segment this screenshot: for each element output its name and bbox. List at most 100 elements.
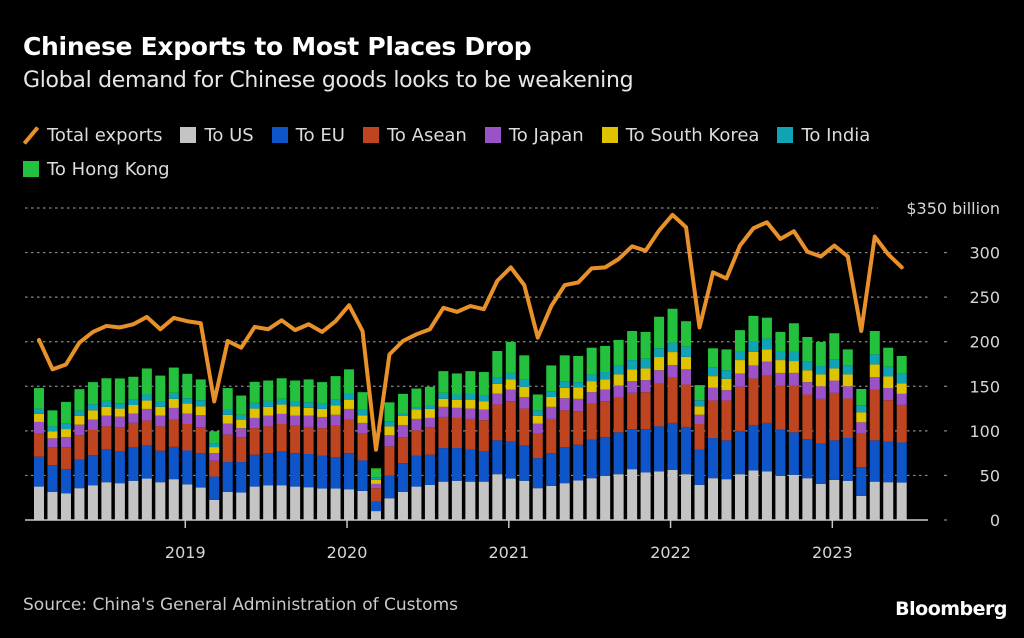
bar-to-asean	[883, 400, 894, 442]
bar-to-asean	[290, 425, 301, 454]
bar-to-eu	[829, 440, 840, 480]
bar-to-eu	[303, 454, 314, 488]
bar-to-india	[263, 400, 274, 407]
bar-to-south-korea	[573, 387, 584, 399]
bar-to-asean	[667, 377, 678, 423]
bar-to-asean	[708, 400, 718, 439]
bar-to-india	[276, 398, 287, 405]
bar-to-eu	[276, 451, 287, 486]
bar-to-japan	[222, 423, 233, 435]
bar-to-us	[721, 479, 732, 520]
bar-to-eu	[627, 429, 638, 470]
bar-to-eu	[761, 422, 772, 472]
bar-to-us	[101, 482, 112, 520]
bar-stack	[168, 367, 179, 520]
legend-label: To EU	[295, 124, 345, 146]
bar-to-us	[249, 486, 260, 520]
bar-to-us	[303, 487, 314, 520]
bar-to-japan	[411, 418, 422, 431]
bar-to-us	[842, 480, 853, 520]
bar-stack	[438, 371, 449, 520]
bar-to-asean	[74, 435, 85, 460]
bar-to-hong-kong	[667, 308, 678, 343]
bar-stack	[788, 323, 799, 520]
bar-to-japan	[236, 428, 247, 438]
bar-to-eu	[586, 439, 597, 479]
bar-to-south-korea	[195, 406, 206, 416]
bar-to-south-korea	[613, 374, 624, 386]
bar-to-us	[478, 481, 489, 520]
bar-to-eu	[222, 462, 233, 492]
bar-to-south-korea	[802, 370, 813, 383]
bar-stack	[478, 372, 489, 520]
bar-to-us	[424, 484, 435, 520]
bar-to-japan	[424, 417, 435, 428]
bar-to-eu	[788, 432, 799, 475]
y-tick-label: $350 billion	[906, 199, 1000, 218]
bar-to-hong-kong	[869, 331, 880, 355]
bar-to-japan	[182, 413, 193, 424]
bar-to-india	[708, 367, 718, 377]
legend: Total exports To US To EU To Asean To Ja…	[23, 122, 1003, 182]
bar-to-hong-kong	[344, 369, 355, 394]
bar-to-hong-kong	[681, 321, 692, 347]
legend-item-us: To US	[180, 122, 254, 148]
bar-to-eu	[114, 451, 125, 484]
bar-to-asean	[249, 428, 260, 455]
bar-stack	[842, 349, 853, 520]
legend-item-total-exports: Total exports	[23, 122, 162, 148]
bar-to-eu	[802, 439, 813, 479]
bar-to-asean	[600, 401, 611, 438]
bar-stack	[317, 382, 328, 520]
square-swatch-icon	[777, 127, 794, 143]
bar-to-south-korea	[721, 378, 732, 391]
bar-to-india	[60, 423, 71, 430]
bar-to-asean	[222, 434, 233, 463]
bar-to-hong-kong	[357, 392, 368, 410]
bar-to-hong-kong	[586, 347, 597, 375]
bar-to-south-korea	[586, 381, 597, 393]
bar-to-hong-kong	[546, 365, 557, 392]
bar-to-eu	[896, 442, 907, 483]
bar-to-japan	[87, 419, 98, 430]
bar-to-asean	[344, 419, 355, 454]
bar-to-asean	[573, 411, 584, 445]
bar-to-hong-kong	[492, 350, 503, 378]
bar-to-japan	[478, 409, 489, 421]
bar-to-india	[303, 402, 314, 408]
bar-to-south-korea	[101, 406, 112, 416]
bar-to-eu	[654, 426, 665, 472]
y-axis: 0 50 100 150 200 250 300 $350 billion	[906, 199, 1000, 530]
bar-stack	[896, 355, 907, 520]
bar-to-hong-kong	[141, 368, 152, 395]
bar-to-asean	[559, 410, 570, 448]
bar-stack	[802, 336, 813, 520]
bar-to-japan	[546, 406, 557, 419]
bar-to-eu	[101, 449, 112, 483]
bar-to-india	[344, 393, 355, 400]
bar-to-south-korea	[505, 379, 516, 390]
bar-to-asean	[87, 429, 98, 456]
bar-to-hong-kong	[424, 386, 435, 406]
bar-to-asean	[775, 385, 786, 430]
y-tick-label: 250	[969, 288, 1000, 307]
bar-stacks	[34, 308, 907, 520]
bar-to-hong-kong	[114, 378, 125, 404]
bar-to-asean	[60, 447, 71, 470]
bar-to-asean	[654, 383, 665, 427]
bar-to-india	[424, 405, 435, 409]
legend-item-south-korea: To South Korea	[601, 122, 759, 148]
bar-to-japan	[829, 380, 840, 393]
x-tick-label: 2022	[650, 543, 691, 562]
bar-to-japan	[303, 415, 314, 427]
legend-label: To US	[204, 124, 254, 146]
bar-to-japan	[330, 414, 341, 426]
bar-stack	[600, 345, 611, 520]
bar-to-south-korea	[815, 374, 826, 387]
bar-to-south-korea	[788, 361, 799, 373]
bar-to-eu	[438, 448, 449, 482]
bar-to-us	[734, 474, 745, 520]
bar-to-japan	[802, 382, 813, 395]
bar-to-hong-kong	[303, 379, 314, 403]
bar-to-south-korea	[829, 368, 840, 381]
